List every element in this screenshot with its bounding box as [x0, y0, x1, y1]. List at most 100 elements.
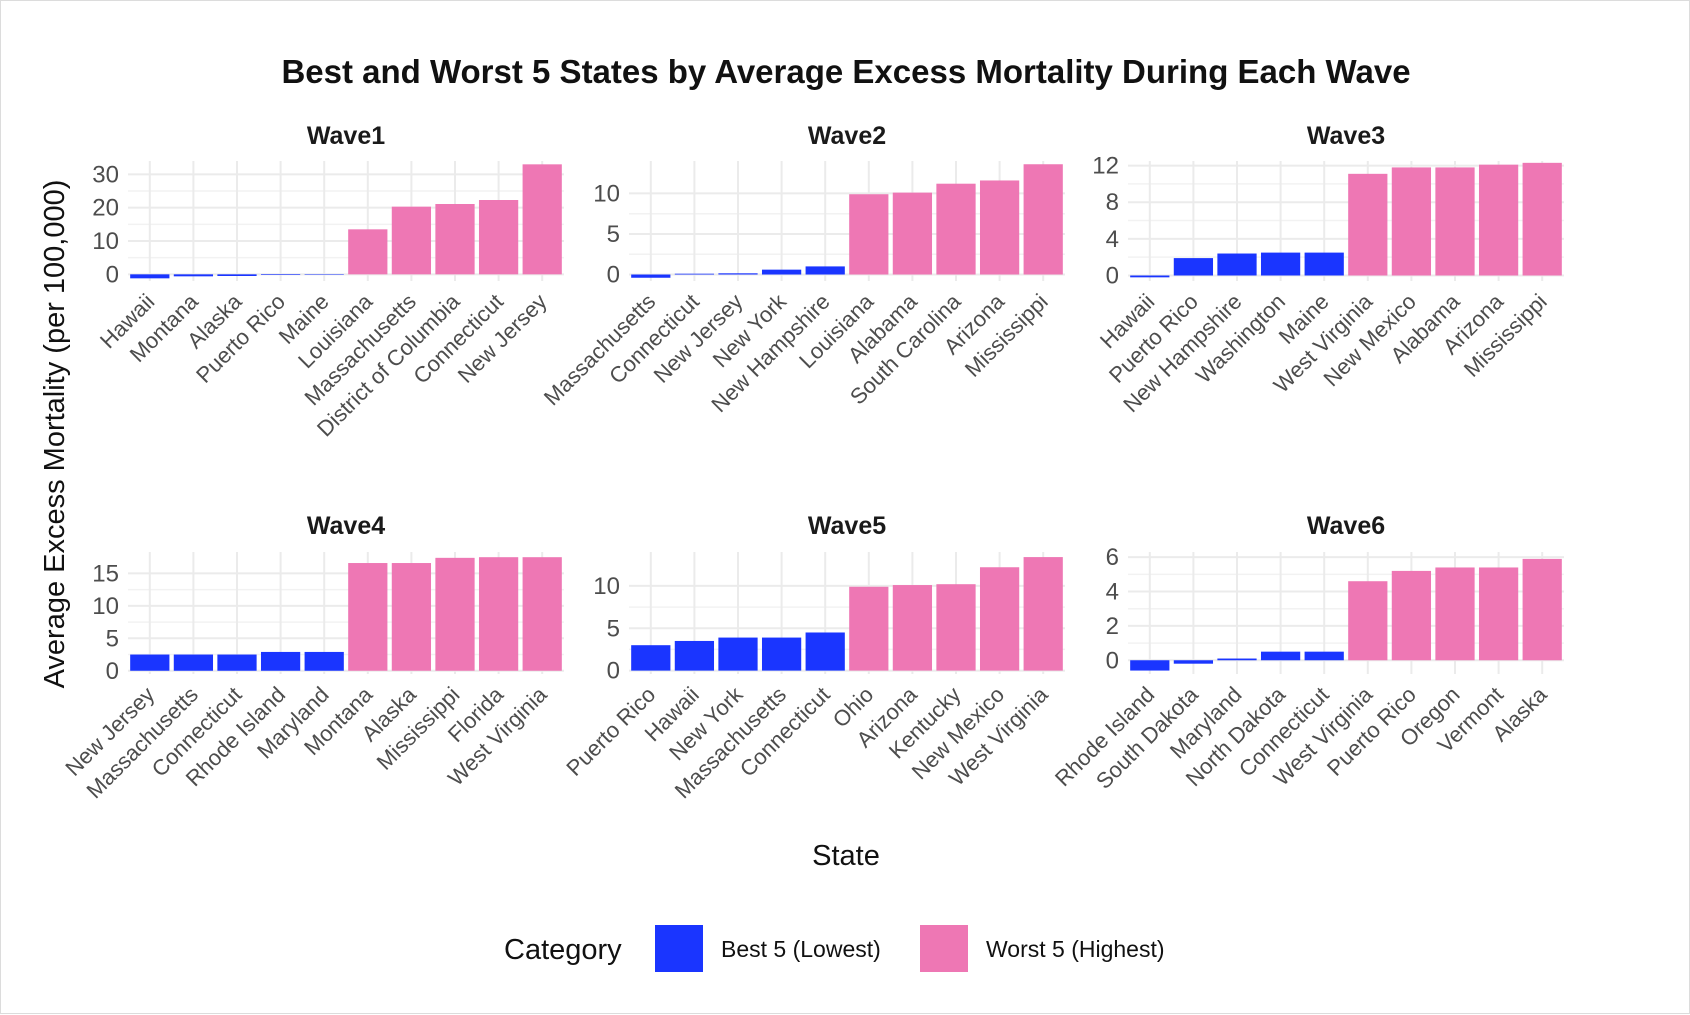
bar-best	[761, 269, 802, 275]
legend: Category Best 5 (Lowest) Worst 5 (Highes…	[504, 925, 1165, 972]
y-axis-label: Average Excess Mortality (per 100,000)	[39, 180, 71, 689]
bar-best	[761, 637, 802, 671]
bar-worst	[936, 183, 976, 275]
bar-worst	[979, 567, 1020, 671]
bar-best	[1260, 252, 1301, 276]
bar-best	[674, 273, 715, 275]
y-tick-label: 15	[92, 560, 119, 587]
panel-title: Wave4	[307, 512, 385, 540]
bar-worst	[478, 200, 519, 275]
panel-title: Wave6	[1307, 512, 1385, 540]
y-tick-label: 8	[1106, 189, 1119, 216]
y-tick-label: 0	[1106, 647, 1119, 674]
bar-worst	[1348, 581, 1388, 661]
bar-worst	[979, 180, 1020, 275]
y-tick-label: 20	[92, 195, 119, 222]
bar-best	[631, 274, 671, 278]
bar-best	[1173, 258, 1214, 276]
bar-worst	[892, 192, 933, 275]
bar-best	[130, 654, 170, 671]
panel-title: Wave1	[307, 122, 385, 150]
y-tick-label: 0	[106, 261, 119, 288]
bar-worst	[1478, 164, 1519, 276]
y-tick-label: 5	[607, 615, 620, 642]
bar-best	[674, 640, 715, 671]
y-tick-label: 10	[92, 593, 119, 620]
legend-label-best: Best 5 (Lowest)	[721, 936, 881, 962]
bar-best	[304, 651, 344, 671]
bar-worst	[849, 194, 889, 275]
bar-best	[1217, 253, 1257, 276]
bar-best	[304, 274, 344, 275]
bar-best	[1130, 275, 1170, 278]
bar-worst	[522, 164, 562, 275]
chart-title: Best and Worst 5 States by Average Exces…	[281, 53, 1410, 90]
bar-worst	[1435, 167, 1475, 276]
panel-title: Wave5	[808, 512, 886, 540]
y-tick-label: 6	[1106, 544, 1119, 571]
y-tick-label: 10	[593, 573, 620, 600]
y-tick-label: 10	[593, 180, 620, 207]
bar-worst	[849, 586, 889, 671]
y-tick-label: 30	[92, 161, 119, 188]
x-axis-label: State	[812, 840, 880, 872]
bar-worst	[1391, 167, 1432, 276]
legend-label-worst: Worst 5 (Highest)	[986, 936, 1165, 962]
y-tick-label: 4	[1106, 226, 1119, 253]
bar-worst	[348, 229, 388, 275]
bar-worst	[391, 563, 432, 671]
legend-swatch-best	[655, 925, 703, 972]
bar-best	[1173, 660, 1214, 664]
y-tick-label: 0	[106, 658, 119, 685]
bar-best	[130, 274, 170, 279]
bar-best	[260, 274, 301, 275]
legend-swatch-worst	[920, 925, 968, 972]
y-tick-label: 5	[607, 221, 620, 248]
bar-worst	[435, 204, 475, 275]
y-tick-label: 0	[1106, 263, 1119, 290]
y-tick-label: 10	[92, 228, 119, 255]
bar-worst	[1348, 173, 1388, 276]
bar-worst	[936, 584, 976, 671]
panel-title: Wave2	[808, 122, 886, 150]
bar-worst	[478, 557, 519, 671]
bar-worst	[1023, 557, 1063, 671]
bar-best	[1217, 658, 1257, 661]
y-tick-label: 4	[1106, 579, 1119, 606]
bar-worst	[1478, 567, 1519, 661]
bar-best	[217, 654, 257, 671]
bar-best	[173, 654, 214, 671]
y-tick-label: 2	[1106, 613, 1119, 640]
y-tick-label: 12	[1092, 153, 1119, 180]
bar-worst	[1522, 558, 1562, 661]
bar-best	[1304, 651, 1344, 661]
bar-best	[805, 266, 845, 275]
bar-worst	[435, 557, 475, 671]
bar-best	[631, 645, 671, 671]
panel-title: Wave3	[1307, 122, 1385, 150]
bar-best	[805, 632, 845, 671]
bar-worst	[1522, 162, 1562, 276]
bar-worst	[892, 585, 933, 671]
bar-worst	[1023, 164, 1063, 275]
bar-best	[260, 651, 301, 671]
y-tick-label: 0	[607, 262, 620, 289]
bar-best	[718, 637, 758, 671]
y-tick-label: 5	[106, 625, 119, 652]
bar-worst	[1435, 567, 1475, 661]
bar-best	[1304, 252, 1344, 276]
bar-best	[718, 273, 758, 275]
y-tick-label: 0	[607, 658, 620, 685]
bar-best	[217, 274, 257, 276]
legend-title: Category	[504, 934, 622, 966]
bar-best	[1260, 651, 1301, 661]
